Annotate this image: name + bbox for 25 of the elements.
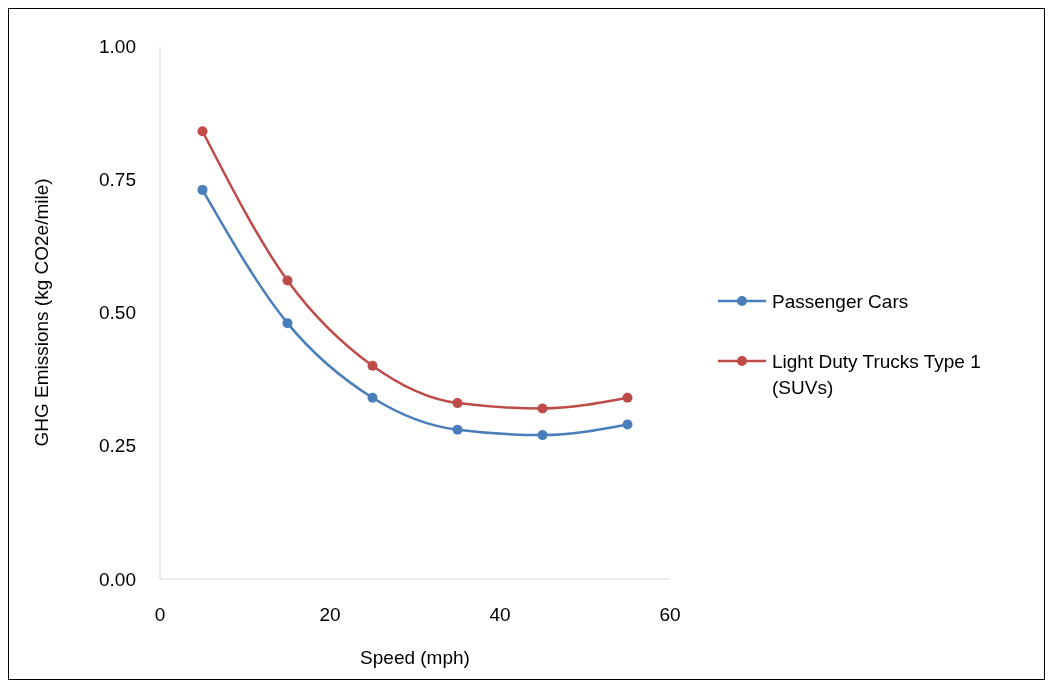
legend-label: Passenger Cars — [772, 290, 909, 312]
x-axis-title: Speed (mph) — [360, 647, 470, 668]
legend-label: Light Duty Trucks Type 1 (SUVs) — [772, 350, 981, 398]
point — [282, 318, 293, 329]
point — [452, 398, 463, 409]
point — [367, 360, 378, 371]
point — [622, 392, 633, 403]
point — [197, 126, 208, 137]
point — [282, 275, 293, 286]
point — [622, 419, 633, 430]
point — [537, 430, 548, 441]
y-tick-label: 1.00 — [99, 35, 136, 57]
point — [537, 403, 548, 414]
point — [367, 392, 378, 403]
x-tick-label: 40 — [489, 604, 511, 625]
point — [197, 184, 208, 195]
point — [452, 424, 463, 435]
y-tick-label: 0.50 — [99, 302, 136, 324]
x-tick-label: 0 — [154, 604, 166, 625]
x-tick-label: 60 — [659, 604, 681, 625]
y-tick-label: 0.25 — [99, 435, 136, 457]
y-axis-title: GHG Emissions (kg CO2e/mile) — [31, 178, 52, 447]
y-tick-label: 0.00 — [99, 568, 136, 590]
y-tick-label: 0.75 — [99, 168, 136, 190]
x-tick-label: 20 — [319, 604, 341, 625]
